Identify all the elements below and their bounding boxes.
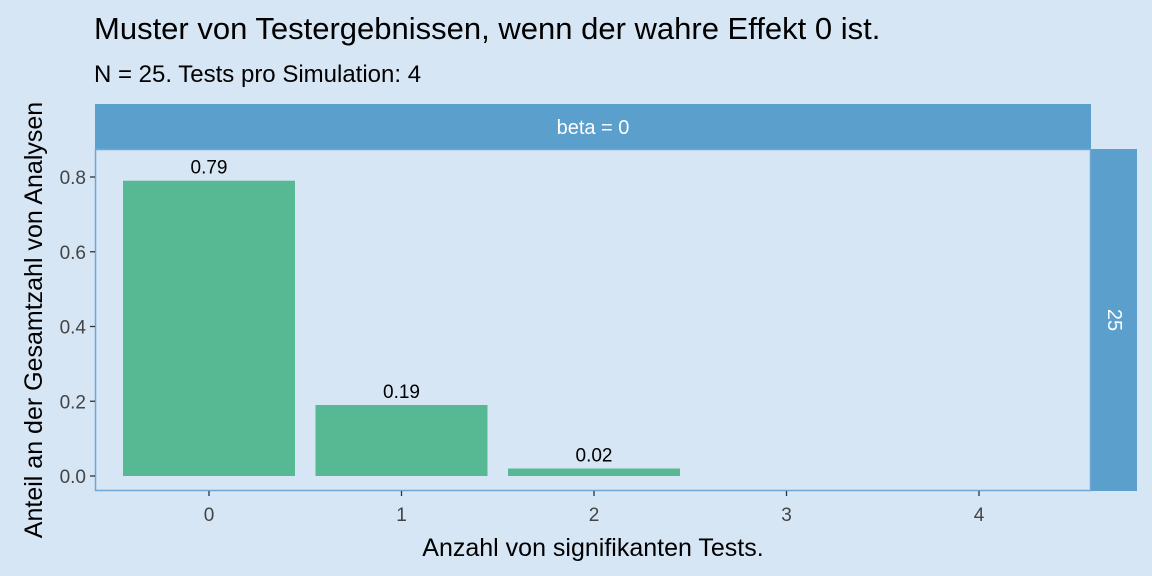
facet-strip-right (1091, 149, 1137, 491)
bar-data-label: 0.19 (383, 382, 420, 403)
bar (508, 468, 680, 476)
x-tick-label: 4 (974, 505, 985, 526)
y-axis-label: Anteil an der Gesamtzahl von Analysen (20, 102, 48, 538)
x-tick-label: 2 (589, 505, 600, 526)
chart-subtitle: N = 25. Tests pro Simulation: 4 (94, 61, 421, 88)
bar-data-label: 0.79 (191, 158, 228, 179)
bar (315, 404, 488, 476)
x-axis: 0 1 2 3 4 (204, 491, 985, 526)
x-axis-label: Anzahl von signifikanten Tests. (422, 534, 763, 562)
y-tick-label: 0.8 (60, 168, 86, 189)
y-axis: 0.0 0.2 0.4 0.6 0.8 (60, 168, 95, 488)
facet-strip-top (95, 104, 1091, 149)
x-tick-label: 3 (781, 505, 792, 526)
bar-data-label: 0.02 (576, 446, 613, 467)
x-tick-label: 0 (204, 505, 215, 526)
chart-title: Muster von Testergebnissen, wenn der wah… (94, 11, 880, 46)
facet-strip-right-label: 25 (1103, 309, 1125, 331)
facet-strip-top-label: beta = 0 (557, 117, 630, 139)
bar (123, 180, 295, 477)
y-tick-label: 0.4 (60, 318, 87, 339)
bars-layer: 0.79 0.19 0.02 (123, 158, 680, 477)
y-tick-label: 0.2 (60, 392, 86, 413)
x-tick-label: 1 (396, 505, 407, 526)
panel-border (94, 148, 1092, 492)
y-tick-label: 0.6 (60, 243, 86, 264)
y-tick-label: 0.0 (60, 467, 86, 488)
